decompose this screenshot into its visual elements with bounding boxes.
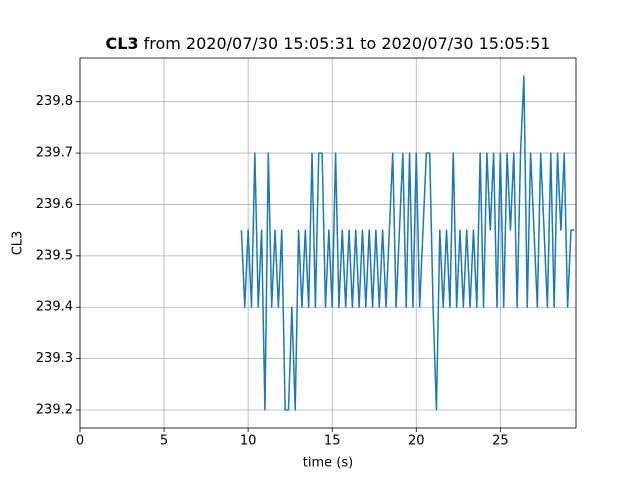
title-bold: CL3 <box>106 34 139 53</box>
y-tick-label: 239.7 <box>36 146 73 161</box>
y-tick-label: 239.2 <box>36 403 73 418</box>
y-tick-label: 239.4 <box>36 300 73 315</box>
data-line <box>240 75 575 411</box>
title-rest: from 2020/07/30 15:05:31 to 2020/07/30 1… <box>144 34 551 53</box>
y-tick-label: 239.5 <box>36 248 73 263</box>
x-tick-label: 0 <box>76 434 84 449</box>
x-tick-label: 15 <box>324 434 341 449</box>
axes-frame <box>79 57 577 429</box>
y-tick-label: 239.8 <box>36 94 73 109</box>
y-axis-label: CL3 <box>11 231 26 256</box>
plot <box>240 75 575 411</box>
chart-title: CL3 from 2020/07/30 15:05:31 to 2020/07/3… <box>106 34 551 53</box>
x-tick-label: 5 <box>160 434 168 449</box>
x-tick-label: 10 <box>240 434 257 449</box>
y-tick-label: 239.3 <box>36 351 73 366</box>
x-axis-label: time (s) <box>303 456 353 471</box>
x-tick-label: 20 <box>408 434 425 449</box>
y-tick-label: 239.6 <box>36 197 73 212</box>
x-tick-label: 25 <box>492 434 509 449</box>
